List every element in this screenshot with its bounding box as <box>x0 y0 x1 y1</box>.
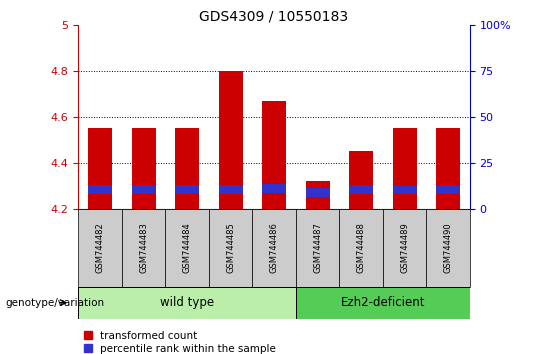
Bar <box>165 209 209 287</box>
Text: GSM744487: GSM744487 <box>313 222 322 273</box>
Bar <box>219 185 242 194</box>
Text: GSM744490: GSM744490 <box>443 222 453 273</box>
Bar <box>209 209 252 287</box>
Bar <box>88 185 112 194</box>
Bar <box>296 287 470 319</box>
Bar <box>78 287 296 319</box>
Text: GSM744484: GSM744484 <box>183 222 192 273</box>
Bar <box>306 181 329 209</box>
Bar <box>262 101 286 209</box>
Bar <box>383 209 426 287</box>
Bar <box>132 128 156 209</box>
Bar <box>339 209 383 287</box>
Text: GSM744482: GSM744482 <box>96 222 105 273</box>
Bar <box>122 209 165 287</box>
Bar <box>436 128 460 209</box>
Bar <box>88 128 112 209</box>
Bar <box>78 209 122 287</box>
Bar <box>252 209 296 287</box>
Legend: transformed count, percentile rank within the sample: transformed count, percentile rank withi… <box>84 331 276 354</box>
Text: GSM744485: GSM744485 <box>226 222 235 273</box>
Text: GSM744483: GSM744483 <box>139 222 148 273</box>
Bar <box>349 151 373 209</box>
Bar <box>219 71 242 209</box>
Text: wild type: wild type <box>160 296 214 309</box>
Bar <box>436 185 460 194</box>
Bar <box>306 188 329 197</box>
Text: genotype/variation: genotype/variation <box>5 298 105 308</box>
Bar <box>175 185 199 194</box>
Text: Ezh2-deficient: Ezh2-deficient <box>341 296 425 309</box>
Title: GDS4309 / 10550183: GDS4309 / 10550183 <box>199 10 349 24</box>
Bar <box>175 128 199 209</box>
Bar <box>393 128 416 209</box>
Text: GSM744489: GSM744489 <box>400 222 409 273</box>
Bar <box>393 185 416 194</box>
Bar <box>262 184 286 193</box>
Bar <box>349 185 373 194</box>
Text: GSM744486: GSM744486 <box>269 222 279 273</box>
Text: GSM744488: GSM744488 <box>356 222 366 273</box>
Bar <box>296 209 339 287</box>
Bar <box>132 185 156 194</box>
Bar <box>426 209 470 287</box>
